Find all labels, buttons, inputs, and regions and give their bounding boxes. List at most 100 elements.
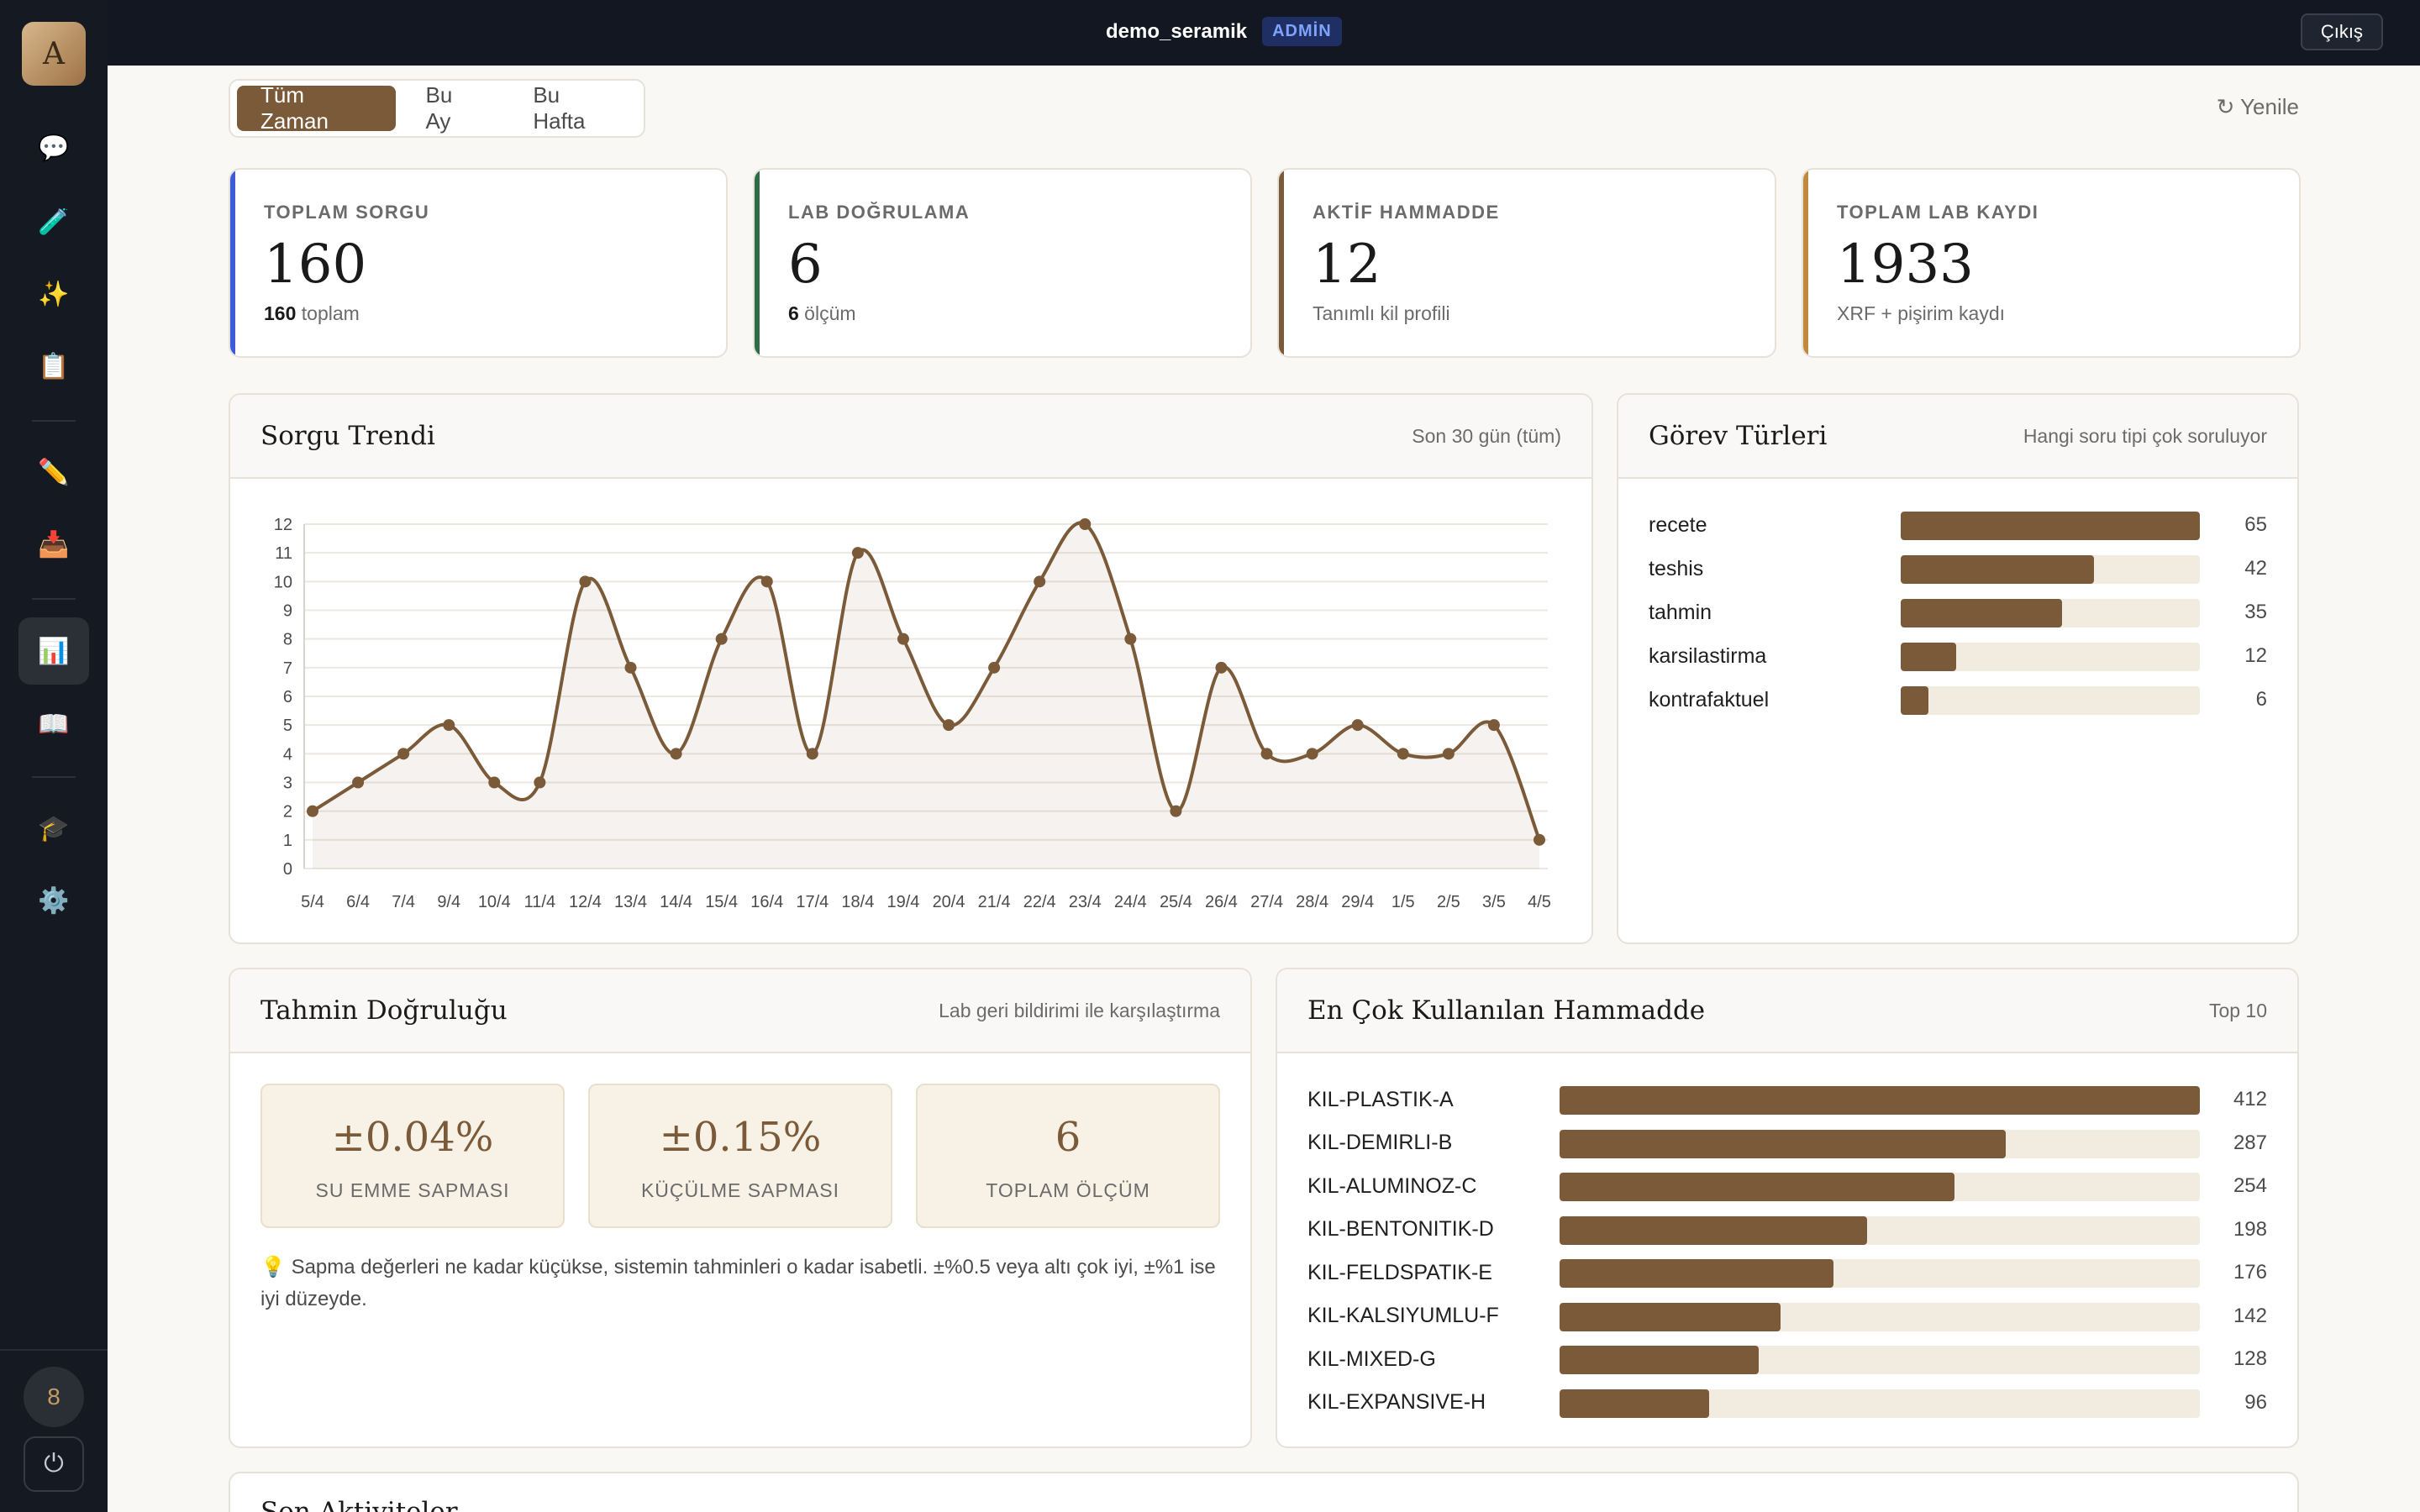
- material-bar-track: [1560, 1259, 2200, 1288]
- stat-value: 1933: [1837, 234, 1974, 296]
- task-type-row: recete 65: [1649, 508, 2267, 542]
- material-label: KIL-BENTONITIK-D: [1307, 1217, 1494, 1241]
- x-tick-label: 7/4: [392, 893, 415, 911]
- app-logo[interactable]: A: [22, 22, 86, 86]
- filter-this-month[interactable]: Bu Ay: [425, 82, 453, 134]
- material-value: 96: [2244, 1390, 2267, 1414]
- gear-icon[interactable]: ⚙️: [38, 886, 70, 915]
- y-tick-label: 1: [283, 832, 292, 850]
- x-tick-label: 12/4: [569, 893, 602, 911]
- task-type-value: 65: [2244, 513, 2267, 536]
- sparkles-icon[interactable]: ✨: [38, 280, 70, 308]
- x-tick-label: 22/4: [1023, 893, 1056, 911]
- x-tick-label: 11/4: [524, 893, 555, 911]
- material-bar-track: [1560, 1173, 2200, 1201]
- material-bar-track: [1560, 1215, 2200, 1245]
- data-point: [352, 776, 365, 789]
- graduation-cap-icon[interactable]: 🎓: [38, 814, 70, 843]
- panel-title: Görev Türleri: [1649, 421, 1828, 451]
- nav-divider: [32, 776, 76, 778]
- data-point: [534, 776, 546, 789]
- data-point: [624, 661, 637, 674]
- data-point: [1124, 633, 1137, 645]
- data-point: [397, 748, 410, 760]
- x-tick-label: 9/4: [437, 893, 460, 911]
- x-tick-label: 27/4: [1250, 893, 1283, 911]
- y-tick-label: 10: [274, 573, 292, 591]
- data-point: [579, 575, 592, 588]
- top-bar: demo_seramik ADMİN Çıkış: [108, 0, 2420, 66]
- material-bar-track: [1560, 1302, 2200, 1331]
- data-point: [806, 748, 818, 760]
- task-type-row: teshis 42: [1649, 552, 2267, 585]
- x-tick-label: 2/5: [1437, 893, 1460, 911]
- data-point: [1170, 805, 1182, 817]
- task-type-label: recete: [1649, 512, 1707, 537]
- accuracy-tile-total-measurements: 6 TOPLAM ÖLÇÜM: [916, 1084, 1220, 1228]
- inbox-icon[interactable]: 📥: [38, 530, 70, 559]
- accuracy-label: TOPLAM ÖLÇÜM: [986, 1179, 1150, 1201]
- task-type-row: tahmin 35: [1649, 596, 2267, 629]
- x-tick-label: 13/4: [614, 893, 647, 911]
- task-type-bar-track: [1901, 599, 2200, 627]
- x-tick-label: 18/4: [841, 893, 874, 911]
- panel-title: Sorgu Trendi: [260, 421, 435, 451]
- x-tick-label: 4/5: [1528, 893, 1551, 911]
- stat-sub: toplam: [296, 302, 360, 324]
- x-tick-label: 10/4: [478, 893, 511, 911]
- power-icon[interactable]: ⏻: [24, 1436, 84, 1492]
- clipboard-icon[interactable]: 📋: [38, 352, 70, 381]
- task-type-label: karsilastirma: [1649, 643, 1767, 668]
- accuracy-label: KÜÇÜLME SAPMASI: [640, 1179, 840, 1201]
- chat-icon[interactable]: 💬: [38, 134, 70, 162]
- stat-label: TOPLAM LAB KAYDI: [1837, 202, 2039, 223]
- x-tick-label: 3/5: [1482, 893, 1506, 911]
- task-type-label: teshis: [1649, 556, 1704, 580]
- material-value: 254: [2233, 1174, 2267, 1197]
- x-tick-label: 15/4: [705, 893, 738, 911]
- task-type-value: 6: [2255, 688, 2267, 711]
- panel-title: En Çok Kullanılan Hammadde: [1307, 995, 1706, 1026]
- user-avatar[interactable]: 8: [24, 1367, 84, 1427]
- material-bar-fill: [1560, 1173, 1954, 1201]
- stat-card-lab-verification: LAB DOĞRULAMA 6 6 ölçüm: [753, 168, 1252, 358]
- task-type-row: karsilastirma 12: [1649, 639, 2267, 673]
- chart-icon[interactable]: 📊: [18, 617, 89, 685]
- accuracy-value: 6: [1055, 1114, 1081, 1161]
- material-row: KIL-BENTONITIK-D 198: [1307, 1213, 2267, 1247]
- pencil-icon[interactable]: ✏️: [38, 458, 70, 486]
- trend-area: [313, 522, 1539, 869]
- task-type-value: 12: [2244, 644, 2267, 667]
- stat-card-active-materials: AKTİF HAMMADDE 12 Tanımlı kil profili: [1277, 168, 1776, 358]
- task-type-label: tahmin: [1649, 600, 1712, 624]
- panel-subtitle: Top 10: [2208, 999, 2267, 1021]
- lightbulb-icon: 💡: [260, 1256, 286, 1278]
- material-row: KIL-PLASTIK-A 412: [1307, 1083, 2267, 1116]
- y-tick-label: 2: [283, 803, 292, 822]
- test-tube-icon[interactable]: 🧪: [38, 207, 70, 236]
- x-tick-label: 5/4: [301, 893, 324, 911]
- filter-all-time[interactable]: Tüm Zaman: [237, 82, 396, 134]
- data-point: [1351, 719, 1364, 732]
- material-label: KIL-FELDSPATIK-E: [1307, 1260, 1492, 1284]
- task-type-bar-fill: [1901, 555, 2095, 584]
- material-bar-fill: [1560, 1389, 1709, 1418]
- filter-this-week[interactable]: Bu Hafta: [533, 82, 586, 134]
- y-tick-label: 7: [283, 659, 292, 678]
- refresh-button[interactable]: ↻ Yenile: [2216, 94, 2299, 119]
- stat-sub-bold: 160: [264, 302, 297, 324]
- panel-subtitle: Son 30 gün (tüm): [1412, 424, 1561, 447]
- material-row: KIL-DEMIRLI-B 287: [1307, 1126, 2267, 1160]
- y-tick-label: 0: [283, 860, 292, 879]
- data-point: [670, 748, 682, 760]
- data-point: [1260, 748, 1273, 760]
- y-tick-label: 8: [283, 631, 292, 649]
- materials-panel: En Çok Kullanılan Hammadde Top 10 KIL-PL…: [1276, 968, 2299, 1448]
- panel-title: Tahmin Doğruluğu: [260, 995, 508, 1026]
- stat-accent: [1279, 170, 1284, 356]
- logout-button[interactable]: Çıkış: [2300, 13, 2383, 50]
- book-icon[interactable]: 📖: [38, 710, 70, 738]
- stat-label: TOPLAM SORGU: [264, 202, 430, 223]
- nav-divider: [32, 420, 76, 422]
- x-tick-label: 29/4: [1341, 893, 1374, 911]
